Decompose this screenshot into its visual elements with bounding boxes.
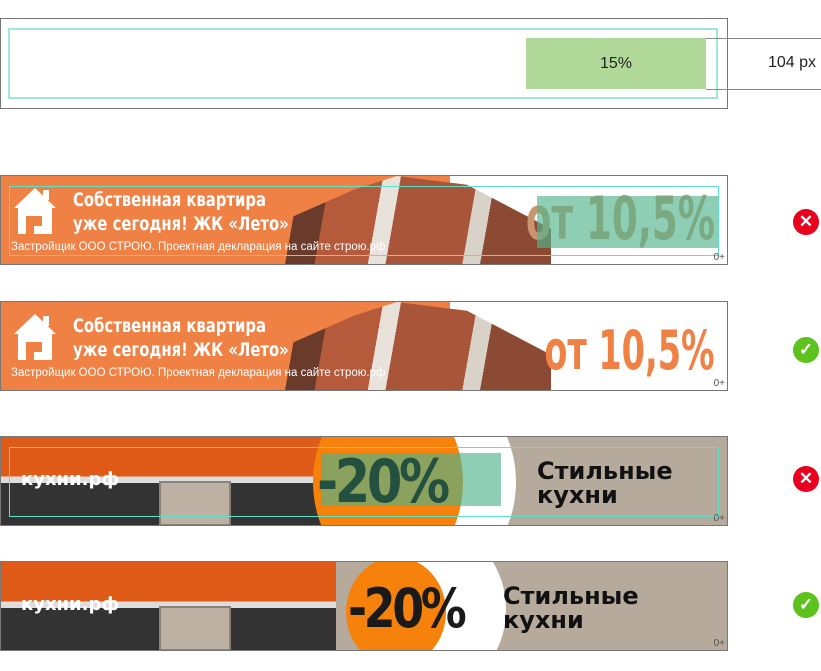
check-circle-icon: ✓ (793, 592, 819, 618)
discount-text: -20% (348, 577, 467, 640)
dimension-line-top (706, 38, 821, 39)
oven-image (159, 481, 231, 525)
safe-zone-outline (8, 28, 718, 99)
x-circle-icon: ✕ (793, 209, 819, 235)
banner-kitchen-invalid: -20% Стильные кухни кухни.рф 0+ (0, 436, 728, 526)
brand-text: кухни.рф (21, 469, 120, 490)
slogan-line-1: Стильные (537, 457, 673, 485)
text-area-block: 15% (526, 38, 706, 89)
x-circle-icon: ✕ (793, 466, 819, 492)
brand-text: кухни.рф (21, 594, 120, 615)
overlap-highlight (321, 453, 501, 506)
age-rating: 0+ (713, 513, 725, 524)
width-label: 104 px (768, 54, 817, 71)
discount-text: -20% (317, 447, 450, 517)
title-line-2: уже сегодня! ЖК «Лето» (73, 213, 289, 235)
age-rating: 0+ (713, 252, 725, 263)
slogan-line-2: кухни (537, 481, 618, 509)
age-rating: 0+ (713, 638, 725, 649)
banner-frame (0, 18, 728, 109)
banner-kitchen-valid: -20% Стильные кухни кухни.рф 0+ (0, 561, 728, 651)
check-circle-icon: ✓ (793, 337, 819, 363)
title-line-1: Собственная квартира (73, 315, 267, 337)
house-icon (14, 314, 56, 360)
rate-text: от 10,5% (544, 319, 715, 382)
title-line-2: уже сегодня! ЖК «Лето» (73, 339, 289, 361)
oven-image (159, 606, 231, 650)
dimension-line-bottom (706, 89, 821, 90)
age-rating: 0+ (713, 378, 725, 389)
banner-realty-valid: Собственная квартира уже сегодня! ЖК «Лет… (0, 301, 728, 391)
disclaimer: Застройщик ООО СТРОЮ. Проектная декларац… (11, 241, 386, 253)
banner-realty-invalid: Собственная квартира уже сегодня! ЖК «Лет… (0, 175, 728, 265)
disclaimer: Застройщик ООО СТРОЮ. Проектная декларац… (11, 367, 386, 379)
slogan-line-1: Стильные (503, 582, 639, 610)
title-line-1: Собственная квартира (73, 189, 267, 211)
percent-label: 15% (599, 54, 633, 72)
house-icon (14, 188, 56, 234)
slogan-line-2: кухни (503, 606, 584, 634)
overlap-highlight (537, 196, 719, 248)
